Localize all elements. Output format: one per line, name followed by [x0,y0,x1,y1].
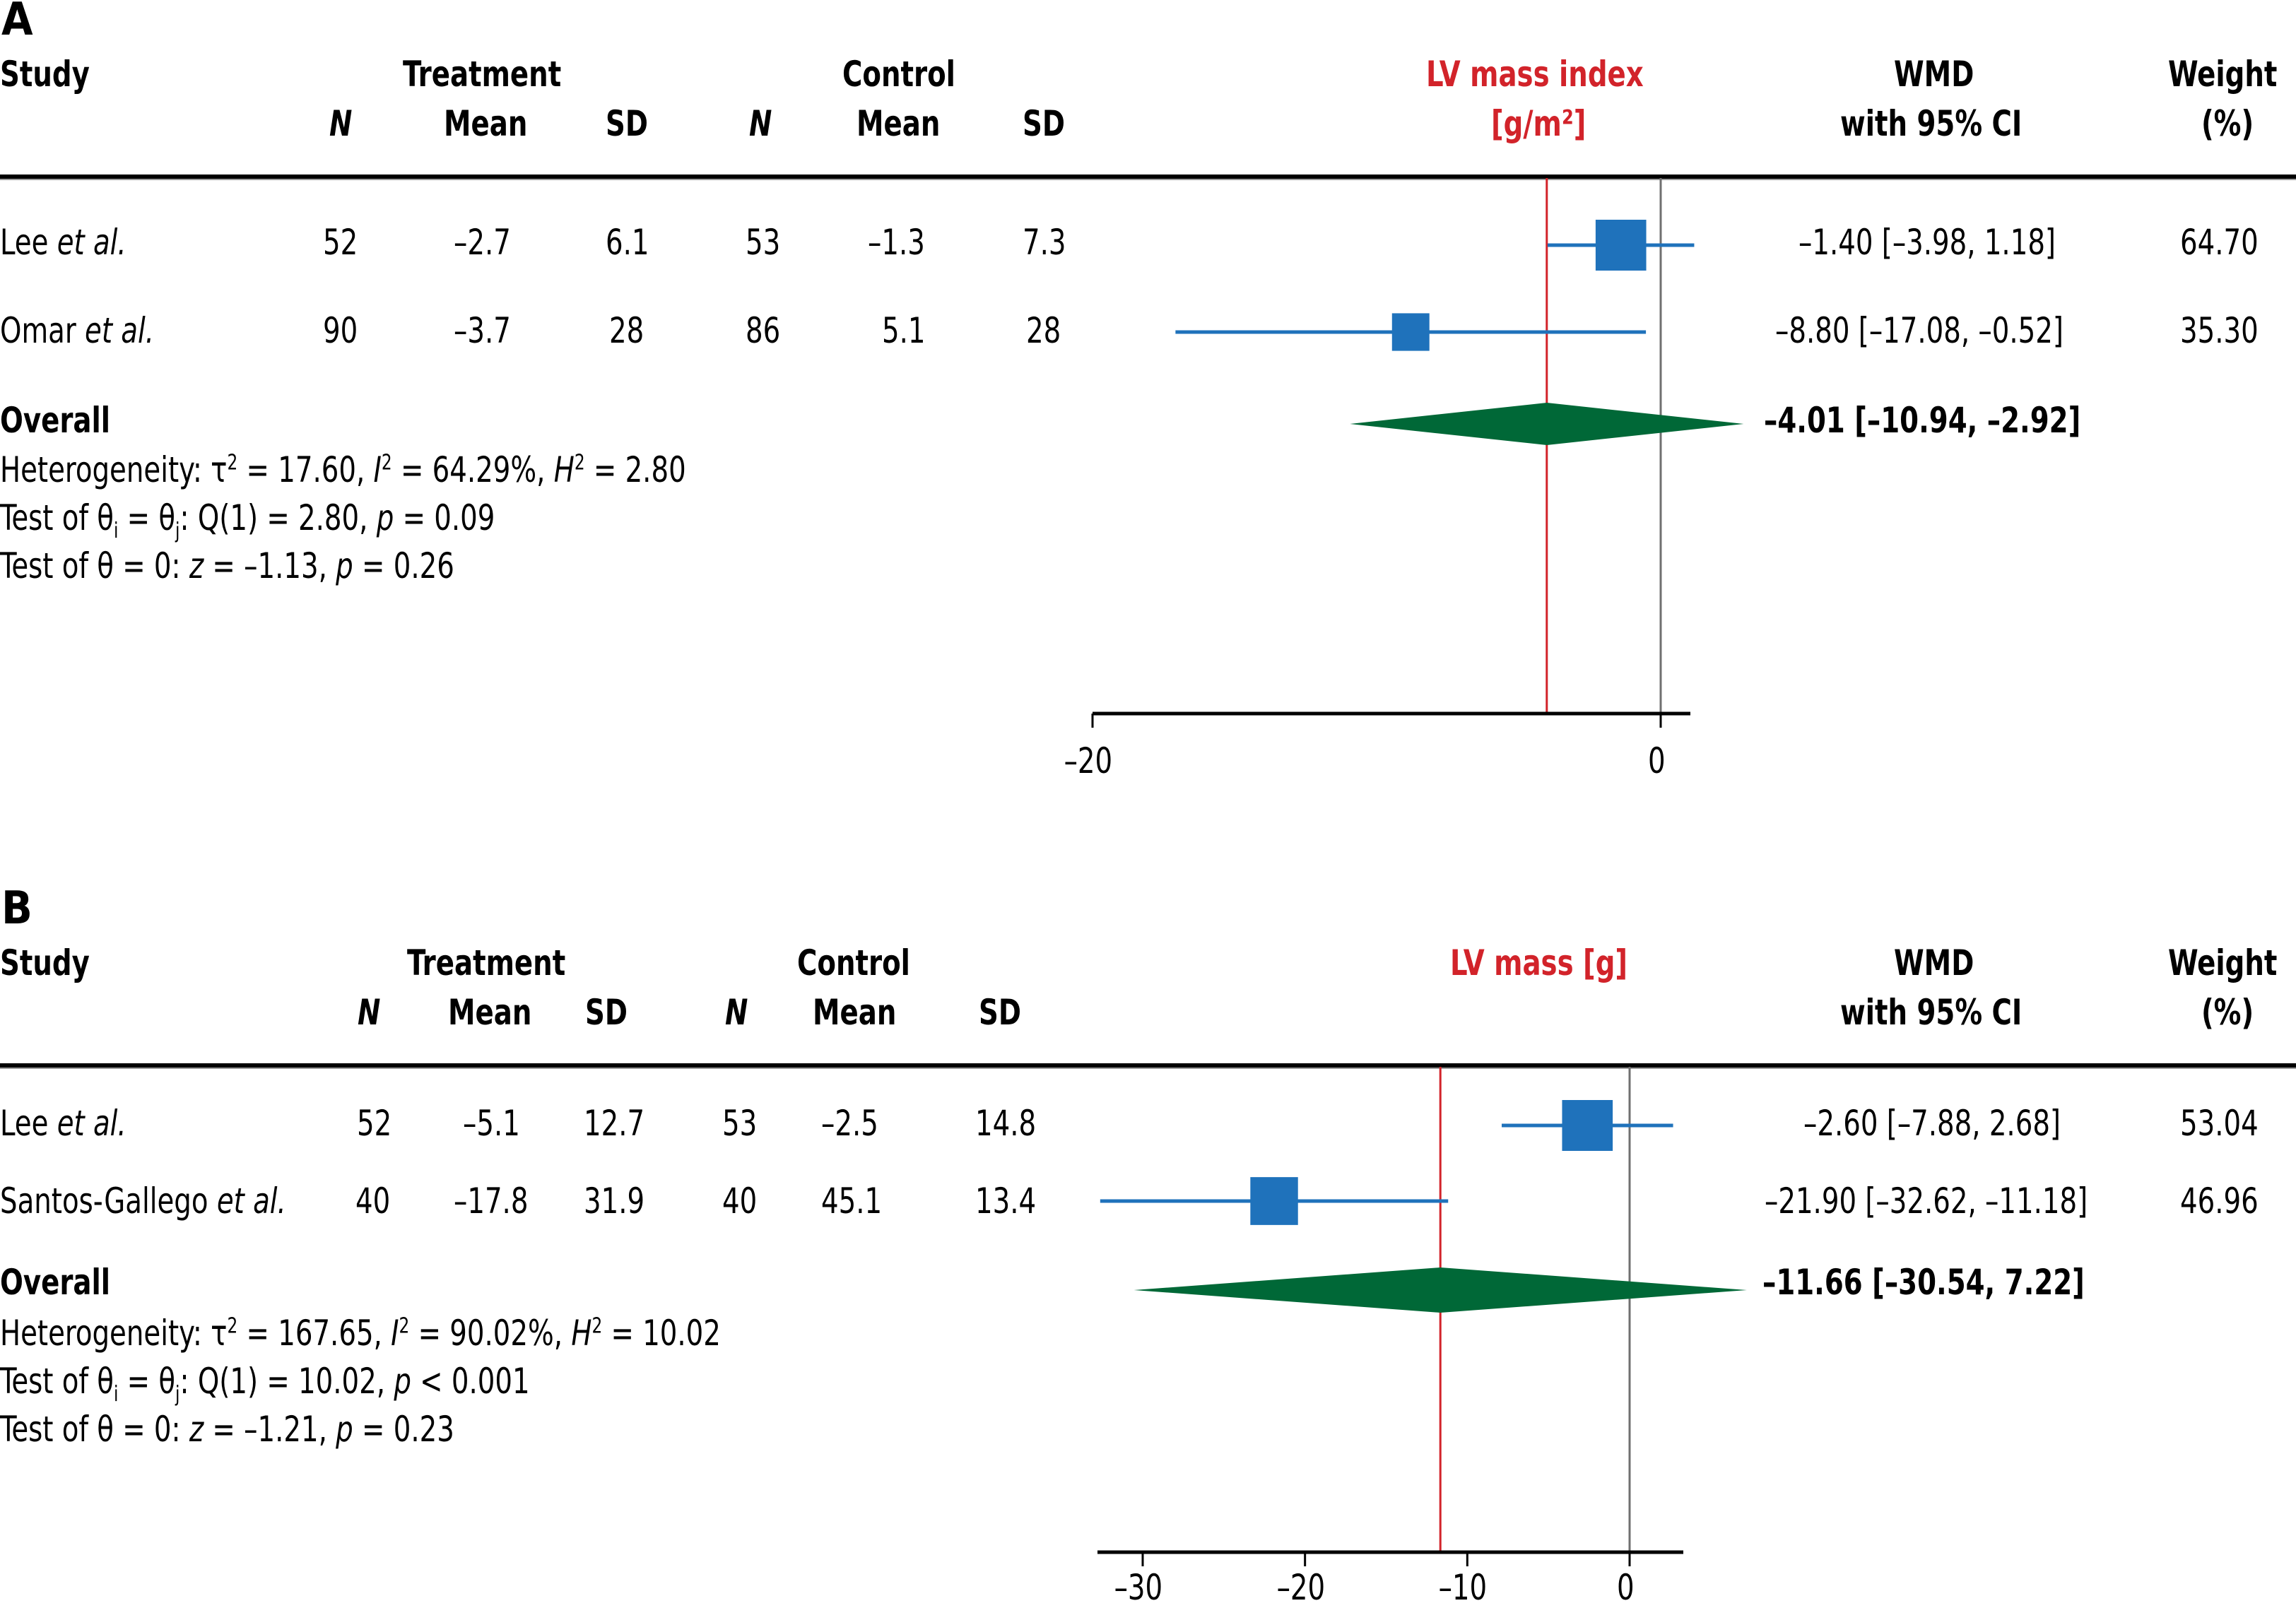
b-t-n: 52 [357,1103,392,1144]
a-c-sd: 7.3 [1023,222,1066,263]
a-overall-label: Overall [0,400,111,441]
b-c-n-header: N [725,992,748,1033]
b-weight: 53.04 [2180,1103,2259,1144]
a-t-mean: –2.7 [454,222,511,263]
a-control-header: Control [842,54,955,95]
a-t-n: 52 [323,222,358,263]
b-test-theta-ij: Test of θi = θj: Q(1) = 10.02, p < 0.001 [0,1361,530,1407]
a-c-sd-header: SD [1023,103,1065,144]
a-study-name: Lee et al. [0,222,126,263]
a-weight-header-line2: (%) [2201,103,2254,144]
panel-a-label: A [1,0,33,46]
b-t-sd-header: SD [585,992,628,1033]
b-t-n-header: N [358,992,381,1033]
a-c-sd: 28 [1026,310,1061,351]
a-study-marker [1391,313,1430,351]
b-control-header: Control [797,942,910,983]
b-t-mean: –17.8 [454,1181,529,1222]
a-wmd-ci: –8.80 [–17.08, –0.52] [1775,310,2064,351]
b-test-theta-0: Test of θ = 0: z = –1.21, p = 0.23 [0,1409,454,1450]
b-overall-label: Overall [0,1262,111,1303]
a-outcome-label-line1: LV mass index [1426,54,1644,95]
b-study-marker [1250,1177,1298,1225]
b-c-sd-header: SD [979,992,1021,1033]
a-t-n-header: N [329,103,353,144]
a-t-sd: 6.1 [606,222,649,263]
b-weight-header-line2: (%) [2201,992,2254,1033]
a-t-sd-header: SD [606,103,648,144]
a-c-n: 86 [746,310,781,351]
b-c-n: 53 [722,1103,758,1144]
a-test-theta-ij: Test of θi = θj: Q(1) = 2.80, p = 0.09 [0,497,495,543]
b-header-rule [0,1063,2296,1069]
b-treatment-header: Treatment [407,942,566,983]
b-study-marker [1562,1100,1613,1151]
b-c-sd: 13.4 [975,1181,1037,1222]
b-weight: 46.96 [2180,1181,2259,1222]
b-x-tick-label: 0 [1616,1567,1635,1608]
a-c-n: 53 [746,222,781,263]
a-treatment-header: Treatment [403,54,562,95]
panel-b-label: B [1,882,33,935]
b-c-mean: 45.1 [821,1181,883,1222]
b-t-mean: –5.1 [463,1103,520,1144]
a-c-mean-header: Mean [856,103,941,144]
a-t-sd: 28 [609,310,644,351]
b-c-mean: –2.5 [821,1103,878,1144]
a-study-header: Study [0,54,90,95]
b-outcome-label: LV mass [g] [1450,942,1628,983]
a-t-mean-header: Mean [444,103,528,144]
b-x-tick-label: –30 [1114,1567,1163,1608]
a-weight: 35.30 [2180,310,2259,351]
b-weight-header-line1: Weight [2168,942,2278,983]
a-c-mean: 5.1 [882,310,926,351]
b-t-sd: 12.7 [584,1103,645,1144]
b-t-sd: 31.9 [584,1181,645,1222]
b-c-mean-header: Mean [813,992,897,1033]
a-weight-header-line1: Weight [2168,54,2278,95]
a-overall-wmd-ci: –4.01 [–10.94, –2.92] [1764,400,2081,441]
b-overall-diamond [1134,1267,1747,1313]
b-wmd-header-line2: with 95% CI [1840,992,2023,1033]
a-wmd-header-line1: WMD [1894,54,1974,95]
a-c-mean: –1.3 [868,222,925,263]
b-x-tick-label: –10 [1438,1567,1488,1608]
a-test-theta-0: Test of θ = 0: z = –1.13, p = 0.26 [0,545,454,586]
a-study-marker [1595,220,1647,271]
b-wmd-ci: –2.60 [–7.88, 2.68] [1803,1103,2061,1144]
b-t-mean-header: Mean [448,992,532,1033]
b-t-n: 40 [355,1181,391,1222]
b-study-header: Study [0,942,90,983]
b-study-name: Santos-Gallego et al. [0,1181,286,1222]
a-overall-diamond [1350,403,1744,445]
b-c-sd: 14.8 [975,1103,1037,1144]
a-outcome-label-line2: [g/m²] [1491,103,1586,144]
a-weight: 64.70 [2180,222,2259,263]
a-heterogeneity: Heterogeneity: τ2 = 17.60, I2 = 64.29%, … [0,449,686,490]
a-x-tick-label: 0 [1647,740,1666,781]
b-overall-wmd-ci: –11.66 [–30.54, 7.22] [1762,1262,2085,1303]
b-heterogeneity: Heterogeneity: τ2 = 167.65, I2 = 90.02%,… [0,1313,721,1354]
b-c-n: 40 [722,1181,758,1222]
a-wmd-header-line2: with 95% CI [1840,103,2023,144]
a-t-mean: –3.7 [454,310,511,351]
b-wmd-header-line1: WMD [1894,942,1974,983]
a-header-rule [0,175,2296,180]
a-x-tick-label: –20 [1064,740,1113,781]
a-wmd-ci: –1.40 [–3.98, 1.18] [1798,222,2056,263]
b-study-name: Lee et al. [0,1103,126,1144]
b-x-tick-label: –20 [1276,1567,1325,1608]
a-c-n-header: N [749,103,772,144]
a-t-n: 90 [323,310,358,351]
b-wmd-ci: –21.90 [–32.62, –11.18] [1765,1181,2088,1222]
a-study-name: Omar et al. [0,310,155,351]
